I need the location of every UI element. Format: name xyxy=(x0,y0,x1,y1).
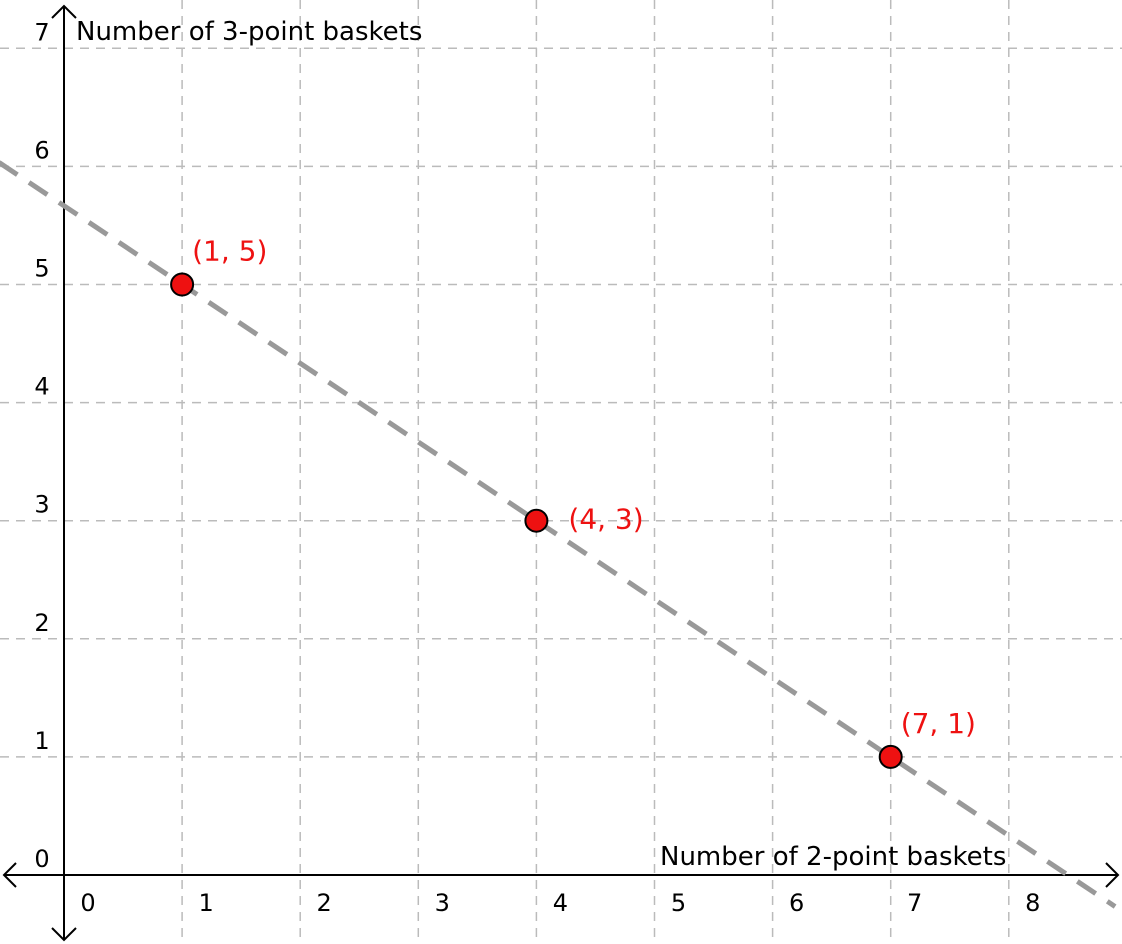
x-axis-label: Number of 2-point baskets xyxy=(660,842,1006,872)
y-axis-arrow-bottom xyxy=(51,927,77,942)
data-point-label: (7, 1) xyxy=(901,707,976,740)
y-tick-label: 3 xyxy=(34,491,49,519)
data-point-label: (1, 5) xyxy=(192,235,267,268)
x-tick-label: 7 xyxy=(907,889,922,917)
x-axis-arrow-left xyxy=(2,862,17,888)
y-axis-arrow-top xyxy=(51,4,77,19)
x-tick-label: 1 xyxy=(198,889,213,917)
data-point xyxy=(524,508,549,533)
y-axis-label: Number of 3-point baskets xyxy=(76,17,422,47)
y-tick-label: 1 xyxy=(34,727,49,755)
data-point-label: (4, 3) xyxy=(568,503,643,536)
data-point xyxy=(878,744,903,769)
axes xyxy=(2,4,1120,942)
data-points: (1, 5) (4, 3) (7, 1) xyxy=(170,235,976,769)
x-tick-label: 6 xyxy=(789,889,804,917)
x-axis-arrow-right xyxy=(1105,862,1120,888)
y-tick-label: 4 xyxy=(34,373,49,401)
x-tick-label: 2 xyxy=(317,889,332,917)
x-tick-label: 4 xyxy=(553,889,568,917)
x-tick-label: 5 xyxy=(671,889,686,917)
y-tick-label: 6 xyxy=(34,136,49,164)
data-point xyxy=(170,272,195,297)
y-tick-label: 0 xyxy=(34,845,49,873)
y-tick-label: 5 xyxy=(34,255,49,283)
x-tick-label: 0 xyxy=(80,889,95,917)
y-tick-label: 2 xyxy=(34,609,49,637)
y-tick-label: 7 xyxy=(34,18,49,46)
x-tick-label: 8 xyxy=(1025,889,1040,917)
trend-line xyxy=(0,160,1117,909)
x-tick-label: 3 xyxy=(435,889,450,917)
tick-labels: 0 1 2 3 4 5 6 7 8 0 1 2 3 4 5 6 7 xyxy=(34,18,1040,917)
